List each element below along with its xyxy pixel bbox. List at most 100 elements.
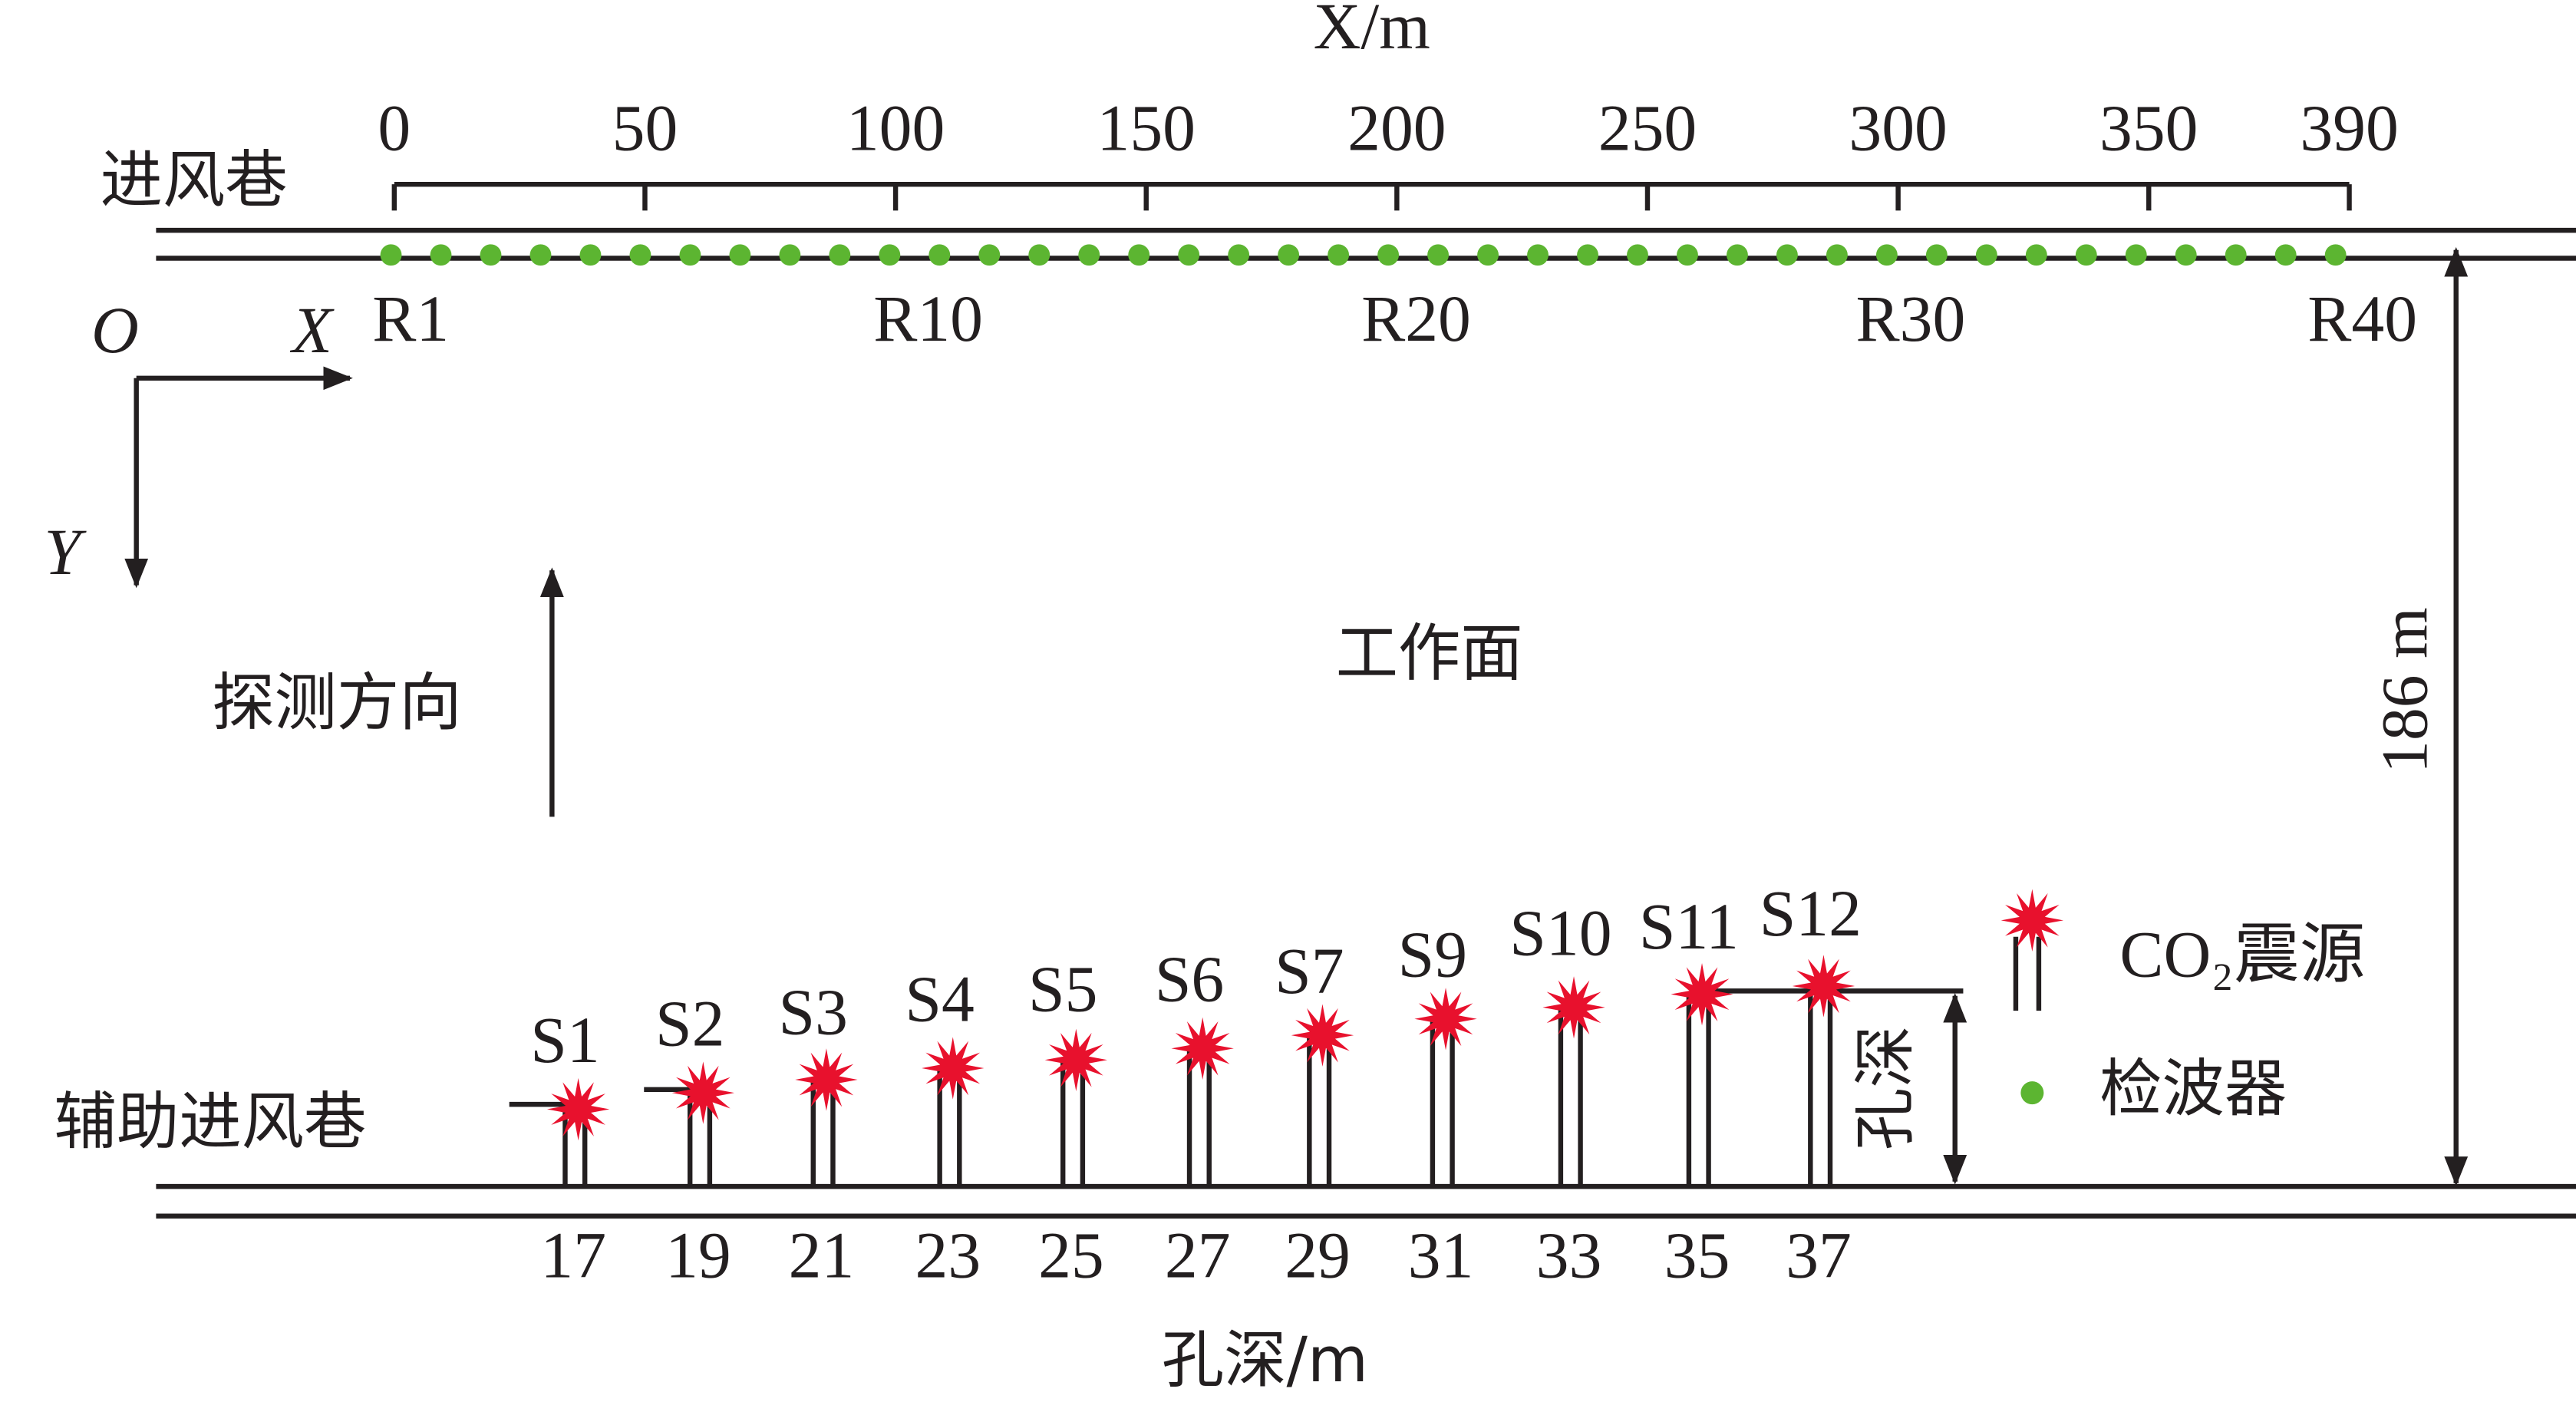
depth-label: 25: [1038, 1219, 1104, 1291]
receiver: [729, 244, 751, 266]
x-tick-label: 0: [378, 92, 411, 165]
receiver: [529, 244, 552, 266]
source-star: [1792, 955, 1855, 1018]
receiver: [1427, 244, 1449, 266]
receiver: [1128, 244, 1150, 266]
receiver: [1377, 244, 1400, 266]
receiver: [928, 244, 951, 266]
receiver: [1228, 244, 1250, 266]
receiver-label: R40: [2307, 282, 2417, 355]
panel-label: 工作面: [1336, 617, 1523, 690]
receiver: [2324, 244, 2347, 266]
roadway-label: 进风巷: [101, 144, 288, 217]
source-label: S11: [1639, 890, 1739, 963]
source-star: [546, 1077, 610, 1141]
receiver: [430, 244, 452, 266]
receiver: [2175, 244, 2197, 266]
receiver: [1078, 244, 1100, 266]
x-tick-label: 50: [612, 92, 678, 165]
receiver: [978, 244, 1001, 266]
depth-label: 33: [1536, 1219, 1602, 1291]
receiver: [579, 244, 602, 266]
receiver-label: R30: [1856, 282, 1966, 355]
receiver: [2125, 244, 2147, 266]
direction-label: 探测方向: [212, 666, 461, 739]
x-tick-label: 100: [846, 92, 945, 165]
x-tick-label: 200: [1347, 92, 1446, 165]
x-tick-label: 350: [2099, 92, 2198, 165]
receiver: [1727, 244, 1748, 266]
legend-label: 检波器: [2099, 1053, 2287, 1126]
receiver: [1577, 244, 1598, 266]
receiver: [1826, 244, 1848, 266]
source-star: [1542, 976, 1605, 1039]
legend-receiver: [2020, 1081, 2044, 1105]
receiver: [480, 244, 502, 266]
depth-label: 19: [665, 1219, 731, 1291]
source-label: S7: [1275, 935, 1344, 1008]
source-label: S10: [1509, 897, 1611, 970]
source-label: S5: [1028, 952, 1097, 1025]
depth-label: 29: [1285, 1219, 1351, 1291]
source-label: S4: [905, 962, 974, 1035]
receiver: [1028, 244, 1051, 266]
source-label: S9: [1398, 918, 1467, 991]
receiver: [2075, 244, 2097, 266]
depth-label: 35: [1664, 1219, 1730, 1291]
x-tick-label: 390: [2300, 92, 2398, 165]
receiver: [1527, 244, 1549, 266]
depth-label: 37: [1786, 1219, 1852, 1291]
coord-x-label: X: [290, 294, 335, 367]
receiver: [629, 244, 651, 266]
x-tick-label: 150: [1097, 92, 1196, 165]
receiver: [1875, 244, 1898, 266]
receiver-label: R10: [873, 282, 983, 355]
depth-label: 27: [1165, 1219, 1231, 1291]
depth-label: 31: [1408, 1219, 1474, 1291]
receiver: [679, 244, 701, 266]
receiver: [1328, 244, 1350, 266]
receiver: [1925, 244, 1948, 266]
source-star: [1414, 988, 1477, 1051]
coord-y-label: Y: [45, 516, 87, 589]
source-star: [1671, 962, 1733, 1026]
source-label: S3: [779, 975, 848, 1048]
depth-label: 23: [915, 1219, 981, 1291]
source-label: S6: [1155, 943, 1224, 1016]
receiver-label: R20: [1361, 282, 1471, 355]
receiver: [879, 244, 901, 266]
x-axis-label: X/m: [1314, 0, 1430, 63]
depth-label: 21: [789, 1219, 855, 1291]
depth-label: 孔深: [1849, 1025, 1922, 1150]
depth-label: 17: [540, 1219, 606, 1291]
receiver: [1776, 244, 1798, 266]
receiver: [779, 244, 801, 266]
receiver: [380, 244, 402, 266]
source-label: S1: [530, 1004, 599, 1077]
legend-label: CO₂震源: [2119, 918, 2365, 991]
source-star: [1044, 1028, 1107, 1091]
receiver: [829, 244, 851, 266]
receiver: [1477, 244, 1499, 266]
receiver: [2225, 244, 2247, 266]
legend-star: [2000, 889, 2064, 952]
receiver-label: R1: [372, 282, 449, 355]
origin-label: O: [91, 294, 139, 367]
width-label: 186 m: [2369, 607, 2442, 773]
source-star: [671, 1061, 735, 1124]
depth-axis-label: 孔深/m: [1162, 1324, 1368, 1397]
source-label: S12: [1760, 877, 1862, 950]
source-star: [922, 1037, 985, 1100]
source-star: [795, 1048, 858, 1111]
roadway-label: 辅助进风巷: [54, 1085, 367, 1158]
source-star: [1291, 1004, 1354, 1067]
receiver: [2025, 244, 2047, 266]
receiver: [1627, 244, 1648, 266]
source-label: S2: [655, 987, 724, 1060]
source-star: [1171, 1017, 1234, 1080]
x-tick-label: 300: [1849, 92, 1947, 165]
receiver: [1975, 244, 1997, 266]
receiver: [2274, 244, 2297, 266]
